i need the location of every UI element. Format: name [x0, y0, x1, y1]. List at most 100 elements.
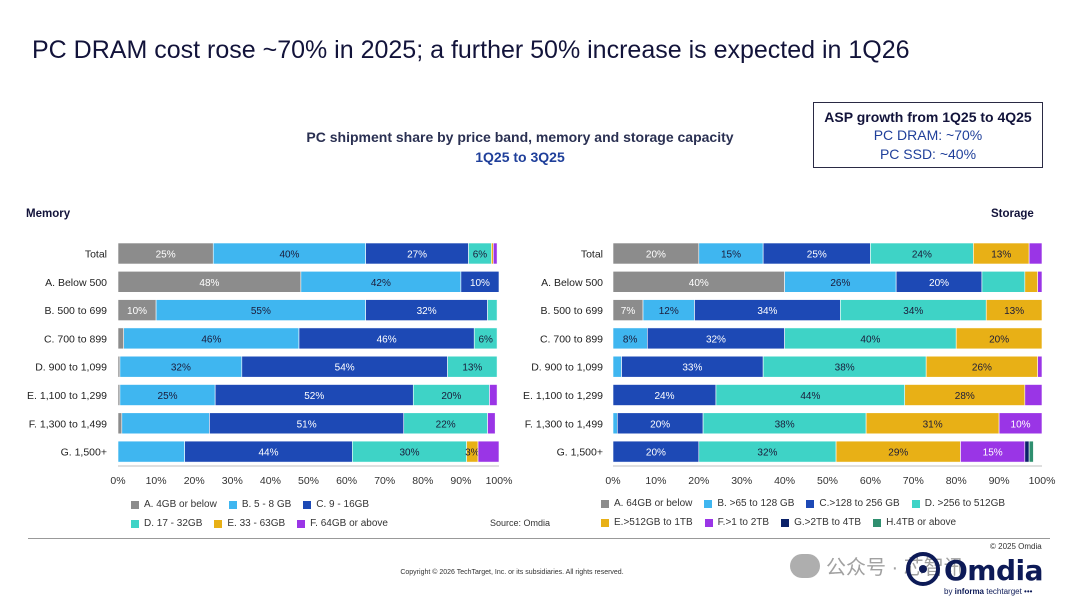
- memory-bar-segment: [477, 440, 500, 463]
- memory-data-label: 52%: [304, 391, 324, 402]
- memory-data-label: 10%: [127, 306, 147, 317]
- memory-data-label: 44%: [258, 448, 278, 459]
- memory-category-label: A. Below 500: [45, 277, 107, 289]
- memory-data-label: 40%: [279, 250, 299, 261]
- storage-bar-segment: [1037, 355, 1043, 378]
- storage-category-label: C. 700 to 899: [540, 333, 603, 345]
- memory-data-label: 3%: [465, 448, 480, 459]
- storage-bar-segment: [985, 299, 1043, 321]
- wechat-icon: [790, 553, 820, 578]
- storage-category-label: B. 500 to 699: [541, 305, 604, 317]
- storage-bar-segment: [955, 327, 1043, 350]
- omdia-logo-icon: [906, 552, 940, 586]
- storage-legend-label: F.>1 to 2TB: [717, 517, 770, 528]
- storage-legend-item: H.4TB or above: [873, 517, 956, 528]
- memory-category-label: B. 500 to 699: [45, 305, 108, 317]
- asp-heading: ASP growth from 1Q25 to 4Q25: [824, 109, 1032, 125]
- memory-data-label: 42%: [371, 278, 391, 289]
- storage-data-label: 29%: [888, 448, 908, 459]
- memory-data-label: 20%: [441, 391, 461, 402]
- storage-legend-label: C.>128 to 256 GB: [819, 498, 900, 509]
- memory-legend-label: E. 33 - 63GB: [227, 518, 286, 529]
- memory-x-tick-label: 30%: [222, 475, 243, 487]
- storage-legend-item: F.>1 to 2TB: [704, 517, 770, 528]
- storage-bar-segment: [612, 412, 618, 435]
- storage-legend-label: G.>2TB to 4TB: [794, 517, 862, 528]
- omdia-logo-byline: by informa techtarget •••: [944, 587, 1033, 596]
- memory-legend-item: E. 33 - 63GB: [214, 518, 285, 529]
- storage-legend-swatch: [704, 499, 713, 508]
- storage-legend-swatch: [911, 499, 920, 508]
- storage-category-label: A. Below 500: [541, 277, 603, 289]
- storage-data-label: 24%: [654, 391, 674, 402]
- storage-data-label: 40%: [689, 278, 709, 289]
- memory-legend-row-2: D. 17 - 32GB E. 33 - 63GB F. 64GB or above: [131, 518, 400, 529]
- memory-data-label: 30%: [399, 448, 419, 459]
- memory-bar-segment: [121, 412, 210, 435]
- memory-bar-segment: [117, 440, 185, 463]
- memory-data-label: 6%: [478, 334, 493, 345]
- omdia-copyright: © 2025 Omdia: [990, 542, 1042, 551]
- storage-data-label: 20%: [646, 448, 666, 459]
- memory-x-tick-label: 10%: [146, 475, 167, 487]
- storage-data-label: 25%: [807, 250, 827, 261]
- memory-category-label: F. 1,300 to 1,499: [29, 418, 107, 430]
- storage-data-label: 13%: [1004, 306, 1024, 317]
- memory-legend-item: A. 4GB or below: [131, 499, 217, 510]
- storage-data-label: 38%: [775, 419, 795, 430]
- memory-bar-segment: [487, 299, 498, 321]
- memory-data-label: 32%: [417, 306, 437, 317]
- memory-data-label: 46%: [377, 334, 397, 345]
- storage-data-label: 10%: [1011, 419, 1031, 430]
- memory-x-tick-label: 0%: [110, 475, 125, 487]
- storage-data-label: 24%: [912, 250, 932, 261]
- memory-bar-segment: [447, 355, 498, 378]
- storage-data-label: 7%: [621, 306, 636, 317]
- storage-legend-swatch: [601, 499, 609, 508]
- storage-x-tick-label: 30%: [731, 475, 752, 487]
- storage-legend-swatch: [873, 518, 882, 527]
- memory-legend-swatch: [131, 519, 139, 528]
- storage-legend-label: D. >256 to 512GB: [924, 498, 1006, 509]
- storage-x-tick-label: 10%: [645, 475, 666, 487]
- storage-bar-segment: [1028, 242, 1043, 265]
- memory-data-label: 46%: [201, 334, 221, 345]
- storage-legend-swatch: [781, 518, 790, 527]
- storage-data-label: 26%: [830, 278, 850, 289]
- storage-x-tick-label: 0%: [605, 475, 620, 487]
- memory-legend-label: D. 17 - 32GB: [144, 518, 203, 529]
- storage-legend-label: B. >65 to 128 GB: [717, 498, 795, 509]
- memory-bar-segment: [117, 327, 125, 350]
- storage-x-tick-label: 20%: [688, 475, 709, 487]
- memory-legend-swatch: [303, 500, 312, 509]
- storage-legend-item: D. >256 to 512GB: [911, 498, 1006, 509]
- storage-bar-segment: [1024, 440, 1030, 463]
- asp-ssd: PC SSD: ~40%: [879, 146, 977, 162]
- memory-legend-item: C. 9 - 16GB: [303, 499, 369, 510]
- memory-data-label: 13%: [462, 363, 482, 374]
- storage-data-label: 15%: [721, 250, 741, 261]
- memory-legend-item: D. 17 - 32GB: [131, 518, 202, 529]
- memory-bar-segment: [487, 412, 496, 435]
- footer-divider: [28, 538, 1050, 539]
- storage-panel-label: Storage: [991, 208, 1034, 220]
- memory-legend-label: F. 64GB or above: [310, 518, 388, 529]
- copyright-text: Copyright © 2026 TechTarget, Inc. or its…: [400, 569, 624, 576]
- storage-category-label: F. 1,300 to 1,499: [525, 418, 603, 430]
- omdia-logo: Omdia: [944, 554, 1044, 587]
- memory-category-label: Total: [85, 249, 107, 261]
- storage-bar-segment: [981, 270, 1026, 293]
- memory-data-label: 55%: [251, 306, 271, 317]
- storage-data-label: 20%: [650, 419, 670, 430]
- memory-legend-swatch: [131, 500, 139, 509]
- storage-data-label: 20%: [989, 334, 1009, 345]
- storage-legend-label: A. 64GB or below: [614, 498, 693, 509]
- storage-data-label: 31%: [923, 419, 943, 430]
- memory-legend-row-1: A. 4GB or below B. 5 - 8 GB C. 9 - 16GB: [131, 499, 381, 510]
- memory-legend-label: C. 9 - 16GB: [316, 499, 370, 510]
- memory-bar-segment: [492, 242, 498, 265]
- memory-data-label: 25%: [158, 391, 178, 402]
- source-note: Source: Omdia: [490, 518, 551, 528]
- memory-data-label: 27%: [407, 250, 427, 261]
